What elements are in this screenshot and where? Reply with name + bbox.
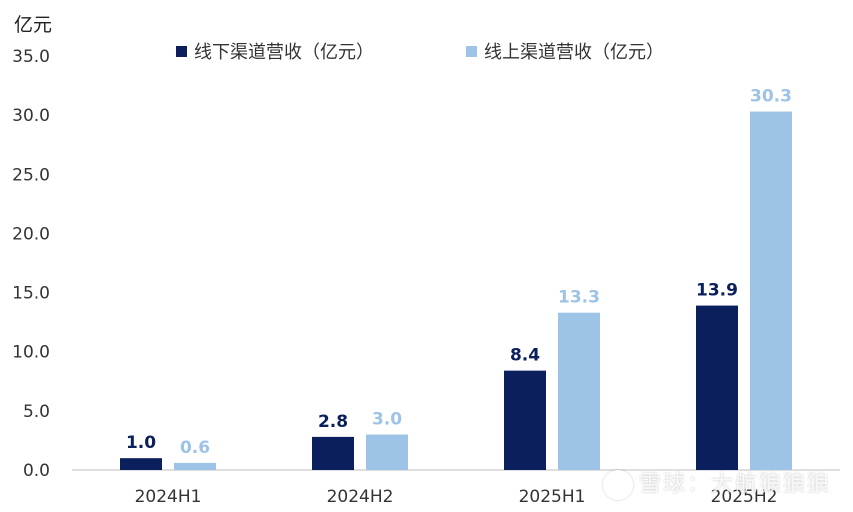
y-tick-label: 25.0 bbox=[12, 165, 50, 185]
data-label-online: 13.3 bbox=[558, 288, 600, 308]
x-tick-label: 2024H1 bbox=[135, 487, 202, 507]
snowball-logo-icon bbox=[602, 470, 633, 500]
bar-online bbox=[558, 312, 600, 470]
data-label-online: 30.3 bbox=[750, 87, 792, 107]
bar-offline bbox=[696, 305, 738, 470]
y-tick-label: 35.0 bbox=[12, 47, 50, 67]
data-label-offline: 2.8 bbox=[318, 412, 348, 432]
bar-offline bbox=[504, 370, 546, 470]
bar-online bbox=[750, 111, 792, 470]
x-tick-label: 2024H2 bbox=[327, 487, 394, 507]
bar-online bbox=[174, 462, 216, 470]
data-label-online: 0.6 bbox=[180, 438, 210, 458]
legend-label-online: 线上渠道营收（亿元） bbox=[484, 42, 664, 63]
y-axis-unit-label: 亿元 bbox=[14, 14, 53, 36]
legend-swatch-online bbox=[466, 45, 477, 57]
data-label-online: 3.0 bbox=[372, 410, 402, 430]
y-tick-label: 15.0 bbox=[12, 284, 50, 304]
x-tick-label: 2025H2 bbox=[711, 487, 778, 507]
legend-swatch-offline bbox=[176, 45, 187, 57]
data-label-offline: 8.4 bbox=[510, 346, 540, 366]
watermark-text: 雪球：大航狼狼狼 bbox=[638, 472, 831, 497]
bar-offline bbox=[120, 458, 162, 470]
data-label-offline: 13.9 bbox=[696, 281, 738, 301]
bar-offline bbox=[312, 436, 354, 470]
y-tick-label: 0.0 bbox=[23, 461, 50, 481]
legend-item-offline: 线下渠道营收（亿元） bbox=[176, 38, 374, 64]
x-tick-label: 2025H1 bbox=[519, 487, 586, 507]
legend-item-online: 线上渠道营收（亿元） bbox=[466, 38, 664, 64]
y-tick-label: 30.0 bbox=[12, 106, 50, 126]
legend-label-offline: 线下渠道营收（亿元） bbox=[194, 42, 374, 63]
y-tick-label: 20.0 bbox=[12, 224, 50, 244]
y-tick-label: 10.0 bbox=[12, 343, 50, 363]
bar-online bbox=[366, 434, 408, 470]
y-tick-label: 5.0 bbox=[23, 402, 50, 422]
watermark: 雪球：大航狼狼狼 bbox=[602, 466, 831, 500]
data-label-offline: 1.0 bbox=[126, 433, 156, 453]
